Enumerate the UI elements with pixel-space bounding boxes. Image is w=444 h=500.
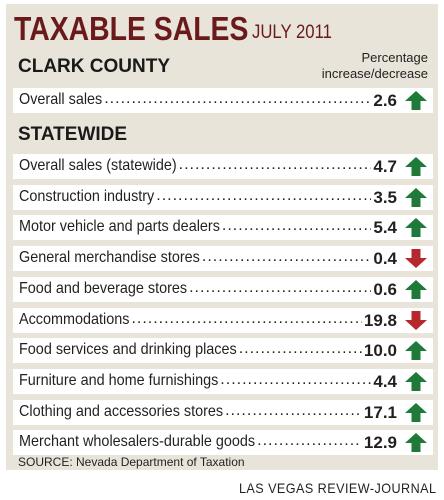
table-row: ........................................… (13, 338, 433, 364)
arrow-up-icon (405, 157, 427, 176)
row-value: 17.1 (363, 402, 397, 422)
source-note: SOURCE: Nevada Department of Taxation (18, 455, 245, 469)
row-value: 5.4 (373, 218, 397, 238)
table-row: ........................................… (13, 215, 433, 241)
leader-dots: ........................................… (221, 217, 371, 235)
leader-dots: ........................................… (201, 248, 371, 266)
section-heading: CLARK COUNTY (18, 56, 170, 77)
row-value: 19.8 (363, 310, 397, 330)
leader-dots: ........................................… (156, 186, 371, 204)
arrow-up-icon (405, 402, 427, 422)
leader-dots: ........................................… (131, 309, 361, 327)
chart-title: TAXABLE SALES (14, 10, 249, 47)
row-label: Food and beverage stores (19, 279, 188, 297)
publisher-credit: LAS VEGAS REVIEW-JOURNAL (238, 480, 436, 496)
table-row: ........................................… (13, 307, 433, 333)
row-value: 4.4 (373, 371, 397, 391)
arrow-down-icon (405, 310, 427, 330)
row-value: 12.9 (363, 433, 397, 453)
arrow-up-icon (405, 433, 427, 453)
table-row: ........................................… (13, 154, 433, 179)
arrow-up-icon (405, 218, 427, 238)
row-value: 0.4 (373, 249, 397, 269)
row-label: Furniture and home furnishings (19, 371, 219, 389)
leader-dots: ........................................… (178, 156, 372, 173)
row-label: Accommodations (19, 310, 130, 328)
row-label: Construction industry (19, 187, 155, 205)
leader-dots: ........................................… (220, 370, 372, 388)
row-label: Overall sales (statewide) (19, 157, 177, 174)
row-value: 10.0 (363, 341, 397, 361)
leader-dots: ........................................… (189, 278, 371, 296)
section-heading: STATEWIDE (18, 124, 128, 145)
table-row: ........................................… (13, 276, 433, 302)
chart-date: JULY 2011 (252, 22, 332, 43)
percentage-header-line1: Percentage (361, 50, 429, 65)
arrow-up-icon (405, 187, 427, 207)
table-row: ........................................… (13, 88, 433, 113)
arrow-down-icon (405, 249, 427, 269)
row-value: 2.6 (373, 91, 397, 110)
table-row: ........................................… (13, 368, 433, 394)
percentage-header: Percentage increase/decrease (322, 50, 428, 82)
row-label: Clothing and accessories stores (19, 402, 224, 420)
percentage-header-line2: increase/decrease (321, 66, 428, 81)
row-label: Motor vehicle and parts dealers (19, 218, 220, 236)
table-row: ........................................… (13, 430, 433, 456)
row-label: General merchandise stores (19, 249, 200, 267)
leader-dots: ........................................… (225, 401, 362, 419)
chart-title-block: TAXABLE SALES JULY 2011 (14, 10, 332, 48)
leader-dots: ........................................… (238, 340, 362, 358)
leader-dots: ........................................… (104, 90, 372, 107)
row-label: Food services and drinking places (19, 341, 237, 359)
leader-dots: ........................................… (257, 432, 362, 450)
table-row: ........................................… (13, 184, 433, 210)
graphic-panel: TAXABLE SALES JULY 2011 Percentage incre… (6, 4, 438, 470)
row-label: Merchant wholesalers-durable goods (19, 433, 256, 451)
arrow-up-icon (405, 341, 427, 361)
row-value: 3.5 (373, 187, 397, 207)
row-value: 0.6 (373, 279, 397, 299)
arrow-up-icon (405, 91, 427, 110)
arrow-up-icon (405, 279, 427, 299)
table-row: ........................................… (13, 399, 433, 425)
table-row: ........................................… (13, 246, 433, 272)
row-label: Overall sales (19, 91, 103, 108)
row-value: 4.7 (373, 157, 397, 176)
arrow-up-icon (405, 371, 427, 391)
